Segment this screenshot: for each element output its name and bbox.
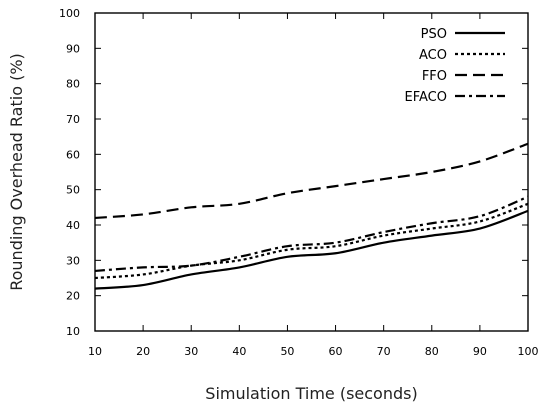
y-tick-label: 40 — [66, 219, 80, 232]
x-tick-label: 80 — [425, 345, 439, 358]
x-axis-ticks: 10 20 30 40 50 60 70 80 90 100 — [88, 13, 539, 358]
y-tick-label: 100 — [59, 7, 80, 20]
y-tick-label: 10 — [66, 325, 80, 338]
y-tick-label: 80 — [66, 78, 80, 91]
x-tick-label: 30 — [184, 345, 198, 358]
y-tick-label: 90 — [66, 42, 80, 55]
legend: PSO ACO FFO EFACO — [405, 27, 505, 105]
y-tick-label: 60 — [66, 148, 80, 161]
x-tick-label: 20 — [136, 345, 150, 358]
x-tick-label: 60 — [329, 345, 343, 358]
y-axis-label: Rounding Overhead Ratio (%) — [7, 53, 26, 291]
y-tick-label: 70 — [66, 113, 80, 126]
y-tick-label: 50 — [66, 184, 80, 197]
y-axis-ticks: 10 20 30 40 50 60 70 80 90 100 — [59, 7, 528, 338]
y-tick-label: 30 — [66, 254, 80, 267]
x-axis-label: Simulation Time (seconds) — [205, 384, 417, 403]
y-tick-label: 20 — [66, 290, 80, 303]
legend-label: FFO — [422, 69, 447, 84]
plot-frame — [94, 12, 529, 332]
x-tick-label: 70 — [377, 345, 391, 358]
x-tick-label: 100 — [518, 345, 539, 358]
plot-area — [94, 12, 529, 332]
legend-label: PSO — [421, 27, 447, 42]
legend-label: ACO — [419, 48, 447, 63]
x-tick-label: 50 — [280, 345, 294, 358]
series-lines — [94, 142, 529, 290]
x-tick-label: 40 — [232, 345, 246, 358]
series-line-aco — [94, 202, 529, 280]
series-line-ffo — [94, 142, 529, 220]
series-line-pso — [94, 209, 529, 290]
series-line-efaco — [94, 195, 529, 273]
legend-label: EFACO — [405, 90, 447, 105]
x-tick-label: 90 — [473, 345, 487, 358]
x-tick-label: 10 — [88, 345, 102, 358]
